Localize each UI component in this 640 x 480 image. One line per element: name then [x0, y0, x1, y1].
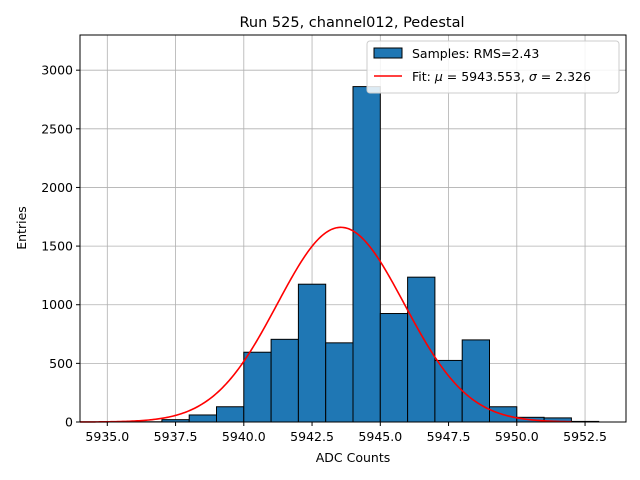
histogram-bar: [270, 338, 299, 423]
y-tick-label: 1500: [41, 239, 73, 254]
histogram-bar: [325, 342, 354, 423]
y-axis-label: Entries: [14, 206, 29, 250]
histogram-bar: [297, 283, 327, 423]
histogram-bar: [216, 406, 245, 423]
histogram-bar: [461, 339, 491, 423]
legend-samples-swatch: [373, 47, 403, 59]
y-tick-label: 500: [49, 356, 73, 371]
plot-frame: [79, 34, 627, 423]
x-axis-ticks: 5935.0 5937.5 5940.0 5942.5 5945.0 5947.5 5950…: [85, 422, 607, 444]
y-tick-label: 2000: [41, 180, 73, 195]
x-tick-label: 5950.0: [495, 429, 539, 444]
histogram-bar: [434, 359, 463, 423]
legend: Samples: RMS=2.43 Fit: μ = 5943.553, σ =…: [366, 40, 620, 94]
gaussian-fit-line: [79, 226, 572, 423]
x-tick-label: 5935.0: [85, 429, 129, 444]
legend-fit-label: Fit: μ = 5943.553, σ = 2.326: [412, 69, 591, 84]
chart-title: Run 525, channel012, Pedestal: [239, 15, 464, 31]
x-tick-label: 5947.5: [427, 429, 471, 444]
y-tick-label: 2500: [41, 121, 73, 136]
histogram-bar: [379, 313, 409, 423]
y-axis-ticks: 0 500 1000 1500 2000 2500 3000: [41, 63, 80, 430]
y-tick-label: 3000: [41, 63, 73, 78]
y-tick-label: 0: [65, 415, 73, 430]
x-axis-label: ADC Counts: [316, 450, 391, 465]
legend-samples-label: Samples: RMS=2.43: [412, 46, 539, 61]
histogram-bar: [188, 414, 217, 423]
x-tick-label: 5940.0: [222, 429, 266, 444]
histogram-bar: [243, 351, 272, 423]
x-tick-label: 5952.5: [563, 429, 607, 444]
legend-frame: [366, 40, 620, 94]
x-tick-label: 5942.5: [290, 429, 334, 444]
x-tick-label: 5945.0: [358, 429, 402, 444]
y-tick-label: 1000: [41, 297, 73, 312]
x-tick-label: 5937.5: [154, 429, 198, 444]
